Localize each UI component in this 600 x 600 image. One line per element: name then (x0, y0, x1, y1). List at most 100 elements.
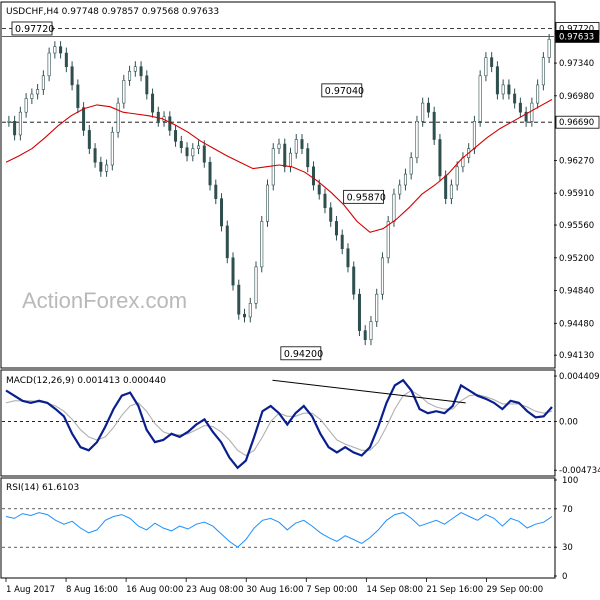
price-annotation-label: 0.95870 (347, 192, 386, 203)
x-axis-tick-label: 23 Aug 08:00 (186, 585, 243, 595)
candle-body (518, 102, 522, 113)
rsi-axis-tick-label: 0 (562, 572, 567, 582)
candle-body (398, 184, 402, 195)
rsi-axis-tick-label: 100 (562, 476, 578, 486)
axis-layer: 0.97340 0.96980 0.96270 0.95910 0.95560 0.952… (5, 22, 600, 595)
rsi-pane-title: RSI(14) 61.6103 (6, 483, 79, 493)
x-axis-tick-label: 30 Aug 16:00 (246, 585, 303, 595)
candle-body (329, 207, 333, 222)
candle-body (99, 161, 103, 172)
candle-body (53, 46, 57, 54)
x-axis-tick-label: 21 Sep 16:00 (426, 585, 483, 595)
candle-body (156, 111, 160, 122)
candle-body (179, 141, 183, 148)
candle-body (225, 225, 229, 259)
candle-body (110, 131, 114, 166)
price-annotation-label: 0.97720 (15, 24, 54, 35)
price-level-marker (555, 115, 600, 129)
candle-body (392, 193, 396, 222)
x-axis-tick-label: 8 Aug 16:00 (66, 585, 118, 595)
x-axis-tick-label: 29 Sep 00:00 (486, 585, 543, 595)
candle-body (254, 266, 258, 304)
candle-body (288, 152, 292, 168)
candle-body (30, 93, 34, 99)
candle-body (352, 266, 356, 295)
x-axis-tick-label: 1 Aug 2017 (6, 585, 55, 595)
price-axis-tick-label: 0.95560 (559, 221, 594, 231)
candle-body (82, 107, 86, 131)
candle-body (415, 121, 419, 159)
candle-body (346, 248, 350, 268)
price-annotation-label: 0.97040 (325, 86, 364, 97)
rsi-axis-tick-label: 30 (562, 543, 573, 553)
candle-body (524, 111, 528, 122)
price-annotation-box (11, 21, 53, 36)
candle-body (145, 75, 149, 95)
candle-body (70, 66, 74, 86)
candle-body (243, 313, 247, 318)
candle-body (266, 184, 270, 222)
candle-body (380, 257, 384, 295)
candle-body (438, 139, 442, 177)
x-axis-tick-label: 14 Sep 08:00 (366, 585, 423, 595)
candle-body (403, 173, 407, 186)
rsi-pane-frame (0, 477, 556, 579)
candle-body (334, 221, 338, 236)
candle-body (128, 70, 132, 81)
macd-axis-tick-label: -0.004734 (559, 466, 600, 476)
candle-body (277, 143, 281, 149)
price-level-marker-label: 0.97720 (559, 24, 594, 34)
x-axis-tick-label: 7 Sep 00:00 (306, 585, 357, 595)
candle-body (472, 121, 476, 149)
watermark: ActionForex.com (22, 288, 187, 313)
price-pane-title: USDCHF,H4 0.97748 0.97857 0.97568 0.9763… (6, 7, 219, 17)
price-axis-tick-label: 0.94130 (559, 351, 594, 361)
candle-body (340, 234, 344, 250)
candle-body (237, 284, 241, 315)
macd-pane-title: MACD(12,26,9) 0.001413 0.000440 (6, 376, 166, 386)
candle-body (64, 52, 68, 67)
candle-body (501, 84, 505, 95)
price-level-marker-label: 0.97633 (559, 32, 594, 42)
candle-body (214, 184, 218, 199)
candle-body (191, 148, 195, 157)
price-annotation-box (280, 346, 322, 361)
candle-body (271, 148, 275, 186)
candle-body (363, 330, 367, 341)
candle-body (432, 111, 436, 140)
candle-body (76, 84, 80, 108)
candle-body (375, 293, 379, 322)
candle-body (185, 147, 189, 157)
candle-body (357, 293, 361, 331)
candle-body (530, 102, 534, 122)
candle-body (197, 145, 201, 149)
candle-body (449, 184, 453, 199)
price-axis-tick-label: 0.94480 (559, 319, 594, 329)
candle-body (122, 80, 126, 104)
candle-body (202, 145, 206, 163)
moving-average-line (5, 99, 553, 233)
candle-body (7, 121, 11, 123)
candle-body (13, 121, 17, 136)
macd-axis-tick-label: 0.00 (559, 417, 578, 427)
candle-body (260, 221, 264, 268)
candle-body (323, 193, 327, 209)
candle-body (306, 148, 310, 168)
macd-line (5, 378, 553, 470)
candle-body (541, 57, 545, 86)
candle-body (369, 321, 373, 341)
candle-body (283, 143, 287, 168)
candle-body (490, 57, 494, 67)
price-axis-tick-label: 0.95910 (559, 189, 594, 199)
candle-body (455, 166, 459, 186)
price-level-marker-label: 0.96690 (559, 118, 594, 128)
candle-body (484, 57, 488, 77)
candle-body (59, 46, 63, 54)
candle-body (386, 221, 390, 259)
candle-body (151, 93, 155, 113)
candle-body (208, 161, 212, 186)
candle-body (426, 102, 430, 113)
candle-body (444, 175, 448, 199)
